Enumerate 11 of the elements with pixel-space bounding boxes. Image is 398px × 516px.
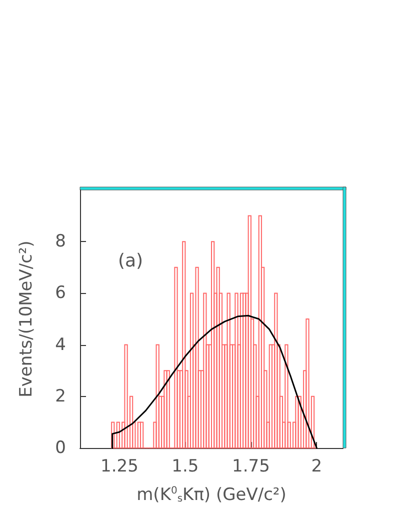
annotation: (a) (118, 250, 144, 272)
x-tick-label: 1.25 (100, 456, 138, 476)
y-tick-label: 6 (55, 283, 66, 304)
x-tick-label: 1.75 (232, 456, 270, 476)
y-tick-label: 4 (55, 334, 66, 355)
y-axis-title: Events/(10MeV/c²) (16, 240, 36, 398)
x-tick-label: 2 (311, 456, 322, 476)
x-tick-label: 1.5 (172, 456, 199, 476)
y-tick-label: 2 (55, 386, 66, 406)
y-tick-label: 8 (55, 232, 66, 252)
y-tick-label: 0 (55, 438, 66, 458)
